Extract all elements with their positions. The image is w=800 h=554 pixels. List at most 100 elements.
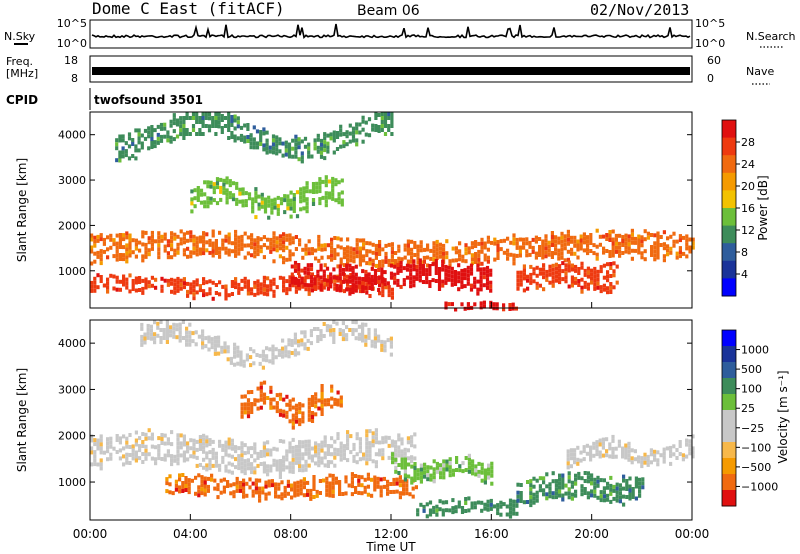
velocity-cell	[262, 380, 267, 385]
velocity-cell	[390, 439, 394, 444]
power-cell	[241, 199, 245, 204]
power-cell	[374, 263, 378, 268]
power-cell	[609, 262, 613, 266]
velocity-cell	[361, 322, 365, 327]
power-cell	[599, 289, 603, 294]
power-cell	[346, 253, 350, 258]
power-cell	[186, 281, 190, 286]
velocity-cell	[229, 360, 233, 365]
power-cell	[435, 247, 439, 252]
power-cell	[335, 135, 340, 139]
velocity-cell	[274, 355, 278, 360]
power-cell	[653, 241, 657, 246]
power-cell	[529, 272, 533, 277]
velocity-cell	[367, 335, 371, 340]
power-cell	[614, 249, 618, 254]
velocity-cell	[419, 502, 423, 507]
power-cell	[483, 245, 487, 250]
power-cell	[544, 238, 548, 243]
power-cell	[522, 272, 526, 277]
power-cell	[198, 239, 202, 244]
velocity-cell	[641, 477, 645, 482]
power-cell	[576, 239, 580, 244]
power-cell	[319, 287, 323, 292]
power-cell	[282, 284, 286, 289]
velocity-cell	[297, 351, 301, 356]
power-cell	[442, 243, 446, 248]
power-cell	[608, 238, 612, 242]
velocity-cell	[294, 411, 299, 416]
power-cell	[437, 267, 442, 271]
velocity-cell	[266, 468, 270, 473]
velocity-cell	[181, 481, 185, 485]
power-cell	[275, 135, 279, 140]
velocity-cell	[323, 398, 327, 403]
power-cell	[473, 302, 477, 307]
power-cell	[246, 235, 250, 240]
power-cell	[225, 176, 229, 181]
power-cell	[234, 277, 238, 282]
velocity-cell	[253, 450, 257, 455]
velocity-cell	[551, 495, 555, 500]
velocity-cell	[545, 472, 549, 477]
velocity-cell	[432, 509, 436, 514]
power-cell	[519, 282, 523, 287]
power-cell	[283, 198, 287, 203]
velocity-cell	[293, 336, 297, 341]
power-cell	[96, 238, 100, 243]
velocity-cell	[357, 490, 361, 495]
freq-unit-label: [MHz]	[6, 67, 38, 80]
power-cell	[653, 253, 657, 258]
power-cell	[304, 251, 308, 256]
velocity-cell	[339, 399, 343, 404]
power-cell	[346, 245, 350, 250]
power-cell	[288, 257, 292, 262]
power-cell	[294, 235, 298, 239]
power-cell	[115, 245, 119, 250]
velocity-cell	[612, 488, 616, 493]
power-cell	[319, 267, 323, 272]
velocity-cell	[476, 500, 481, 505]
power-cell	[634, 240, 638, 245]
y-tick-label: 3000	[58, 174, 86, 187]
velocity-cell	[599, 478, 603, 483]
velocity-cell	[365, 441, 369, 446]
power-cell	[303, 270, 307, 275]
power-cell	[349, 285, 353, 289]
velocity-cell	[157, 448, 161, 453]
power-cell	[612, 273, 616, 278]
velocity-cell	[165, 332, 169, 336]
velocity-cell	[262, 465, 266, 470]
velocity-cell	[394, 469, 398, 474]
power-cell	[586, 282, 590, 287]
power-cell	[189, 234, 193, 239]
power-cell	[281, 153, 285, 158]
velocity-cell	[567, 475, 571, 480]
power-colorbar-tick-label: 28	[741, 136, 755, 149]
power-cell	[548, 272, 552, 277]
power-cell	[319, 138, 324, 143]
velocity-cell	[185, 338, 189, 343]
velocity-cell	[455, 468, 459, 472]
power-cell	[444, 301, 448, 306]
power-cell	[483, 241, 487, 246]
velocity-cell	[159, 320, 163, 324]
power-cell	[109, 237, 113, 242]
velocity-cell	[489, 498, 493, 503]
velocity-cell	[287, 338, 291, 343]
velocity-cell	[333, 439, 337, 444]
velocity-cell	[236, 345, 240, 350]
velocity-cell	[622, 478, 626, 483]
velocity-cell	[317, 443, 321, 448]
power-cell	[284, 152, 288, 157]
power-cell	[220, 130, 224, 134]
velocity-cell	[302, 477, 306, 482]
power-cell	[215, 177, 220, 182]
power-cell	[212, 182, 216, 187]
velocity-cell	[621, 446, 625, 451]
power-cell	[137, 128, 141, 133]
velocity-cell	[165, 481, 169, 486]
power-cell	[544, 250, 548, 255]
velocity-cell	[569, 448, 573, 453]
power-cell	[269, 241, 273, 246]
